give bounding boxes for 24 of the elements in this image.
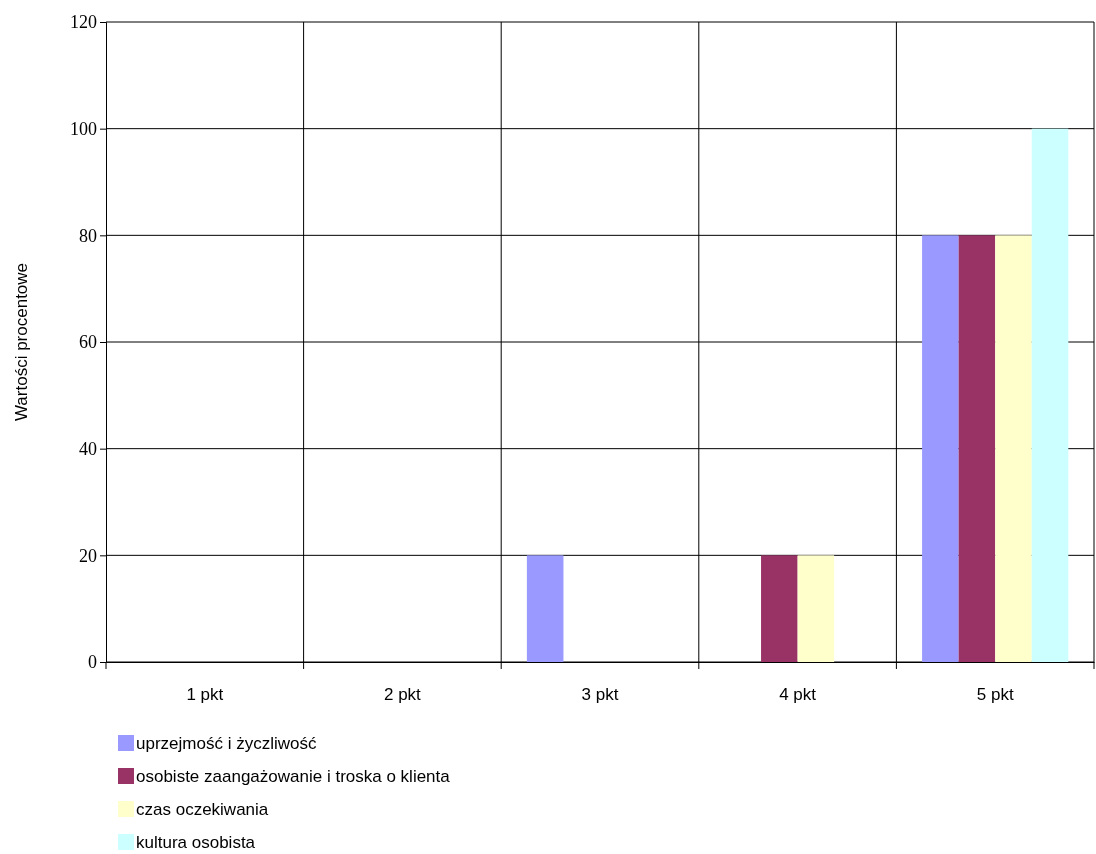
legend-label: uprzejmość i życzliwość xyxy=(136,734,317,753)
legend-label: osobiste zaangażowanie i troska o klienta xyxy=(136,767,451,786)
legend-label: czas oczekiwania xyxy=(136,800,269,819)
bar xyxy=(922,235,959,662)
bar xyxy=(761,555,798,662)
bar xyxy=(995,235,1032,662)
x-tick-label: 2 pkt xyxy=(383,685,422,705)
legend-label: kultura osobista xyxy=(136,833,256,852)
y-tick-label: 0 xyxy=(88,652,97,673)
y-tick-label: 40 xyxy=(79,438,97,459)
x-tick-label: 3 pkt xyxy=(581,685,619,705)
y-axis-title: Wartości procentowe xyxy=(12,262,31,422)
y-tick-label: 60 xyxy=(79,332,97,353)
bar xyxy=(1031,128,1069,662)
bar xyxy=(526,555,564,662)
y-tick-label: 80 xyxy=(79,225,97,246)
bar xyxy=(797,555,835,662)
bar xyxy=(958,235,996,662)
y-tick-label: 100 xyxy=(70,118,97,139)
x-tick-label: 1 pkt xyxy=(186,685,224,705)
x-tick-label: 5 pkt xyxy=(976,685,1014,705)
y-tick-label: 120 xyxy=(70,12,97,33)
x-tick-label: 4 pkt xyxy=(779,685,817,705)
y-tick-label: 20 xyxy=(79,545,97,566)
